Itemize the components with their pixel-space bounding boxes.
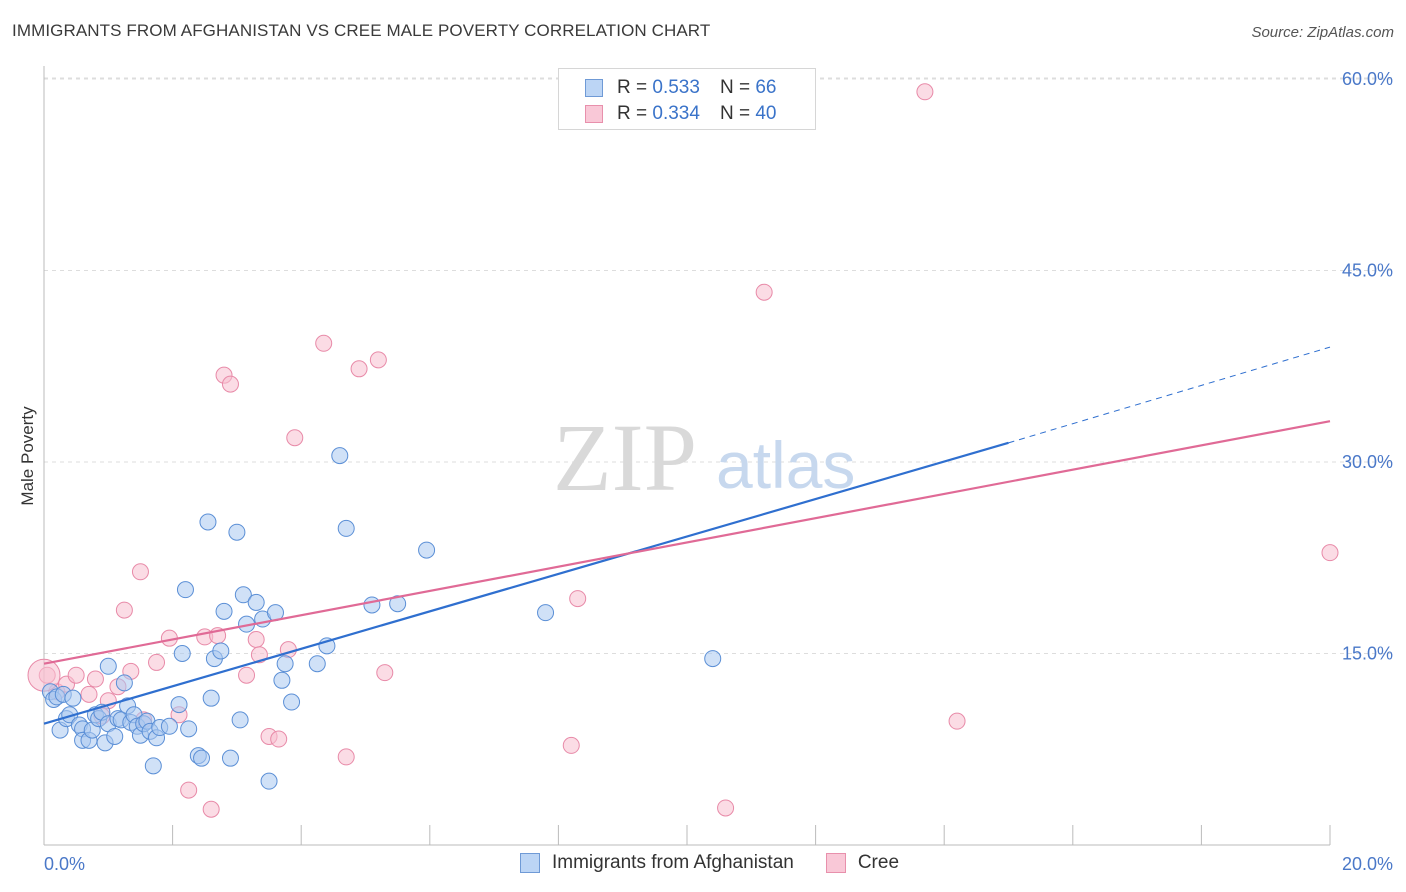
afghanistan-point [99,657,117,675]
grid-lines [44,77,1395,654]
stats-legend: R = 0.533 N = 66 R = 0.334 N = 40 [558,68,816,130]
cree-point [916,83,934,101]
afghanistan-point [260,772,278,790]
n-label: N = [719,77,751,98]
afghanistan-point [234,586,252,604]
afghanistan-point [247,593,265,611]
r-value: 0.334 [652,103,700,124]
cree-point [286,429,304,447]
afghanistan-point [202,689,220,707]
cree-point [67,666,85,684]
afghanistan-points [41,447,722,790]
afghanistan-point [170,696,188,714]
afghanistan-point [160,717,178,735]
chart-source: Source: ZipAtlas.com [1251,24,1394,41]
cree-point [202,800,220,818]
x-tick-label: 0.0% [44,854,85,874]
cree-point [80,685,98,703]
cree-point [238,666,256,684]
afghanistan-point [331,447,349,465]
legend-label: Immigrants from Afghanistan [552,852,794,873]
pink-swatch [825,853,846,873]
afghanistan-point [228,523,246,541]
n-value: 40 [755,103,777,124]
afghanistan-point [283,693,301,711]
r-label: R = [617,77,648,98]
cree-point [180,781,198,799]
afghanistan-point [221,749,239,767]
tick-labels: 15.0% 30.0% 45.0% 60.0% 0.0% 20.0% [44,69,1393,874]
pink-swatch [585,105,603,123]
afghanistan-point [231,711,249,729]
watermark-zip: ZIP [553,404,697,511]
legend-item-afghanistan[interactable]: Immigrants from Afghanistan [520,852,794,874]
cree-point [1321,544,1339,562]
axes [43,66,1331,846]
cree-point [569,590,587,608]
y-tick-label: 15.0% [1342,644,1393,664]
trend-lines [43,346,1331,725]
blue-swatch [520,853,540,873]
cree-point [115,601,133,619]
afghanistan-point [144,757,162,775]
cree-point [562,736,580,754]
x-tick-label: 20.0% [1342,854,1393,874]
cree-point [337,748,355,766]
afghanistan-point [180,720,198,738]
afghanistan-point [337,519,355,537]
blue-swatch [585,79,603,97]
afghanistan-point [215,602,233,620]
afghanistan-point [199,513,217,531]
afghanistan-point [106,727,124,745]
afghanistan-point [308,655,326,673]
cree-point [376,664,394,682]
watermark-atlas: atlas [716,428,855,502]
cree-point [221,375,239,393]
afghanistan-point [276,655,294,673]
cree-point [270,730,288,748]
y-tick-label: 45.0% [1342,261,1393,281]
cree-point [369,351,387,369]
afghanistan-point [389,595,407,613]
afghanistan-point [537,604,555,622]
afghanistan-point [212,642,230,660]
cree-point [148,653,166,671]
y-axis-label: Male Poverty [18,406,37,506]
afghanistan-point [363,596,381,614]
legend-label: Cree [857,852,900,873]
afghanistan-point [173,645,191,662]
r-label: R = [617,103,648,124]
y-tick-label: 30.0% [1342,452,1393,472]
afghanistan-trend-line [43,441,1009,725]
cree-point [350,360,368,378]
cree-point [86,670,104,688]
y-tick-label: 60.0% [1342,69,1393,89]
cree-point [717,799,735,817]
series-legend: Immigrants from Afghanistan Cree [520,852,931,874]
afghanistan-point [64,689,82,707]
stats-row-afghanistan: R = 0.533 N = 66 [585,76,776,100]
cree-point [755,283,773,301]
afghanistan-trend-extension [1008,346,1331,444]
r-value: 0.533 [652,77,700,98]
cree-point [131,563,149,581]
cree-point [948,712,966,730]
afghanistan-point [704,650,722,668]
afghanistan-point [193,749,211,767]
n-value: 66 [755,77,777,98]
afghanistan-point [176,581,194,599]
stats-row-cree: R = 0.334 N = 40 [585,102,776,126]
cree-point [315,334,333,352]
chart-title: IMMIGRANTS FROM AFGHANISTAN VS CREE MALE… [12,21,711,40]
watermark: ZIP atlas [553,404,855,511]
cree-trend-line [43,420,1331,665]
cree-point [247,630,265,648]
afghanistan-point [273,671,291,689]
afghanistan-point [418,541,436,559]
afghanistan-point [115,674,133,692]
n-label: N = [719,103,751,124]
legend-item-cree[interactable]: Cree [825,852,900,874]
